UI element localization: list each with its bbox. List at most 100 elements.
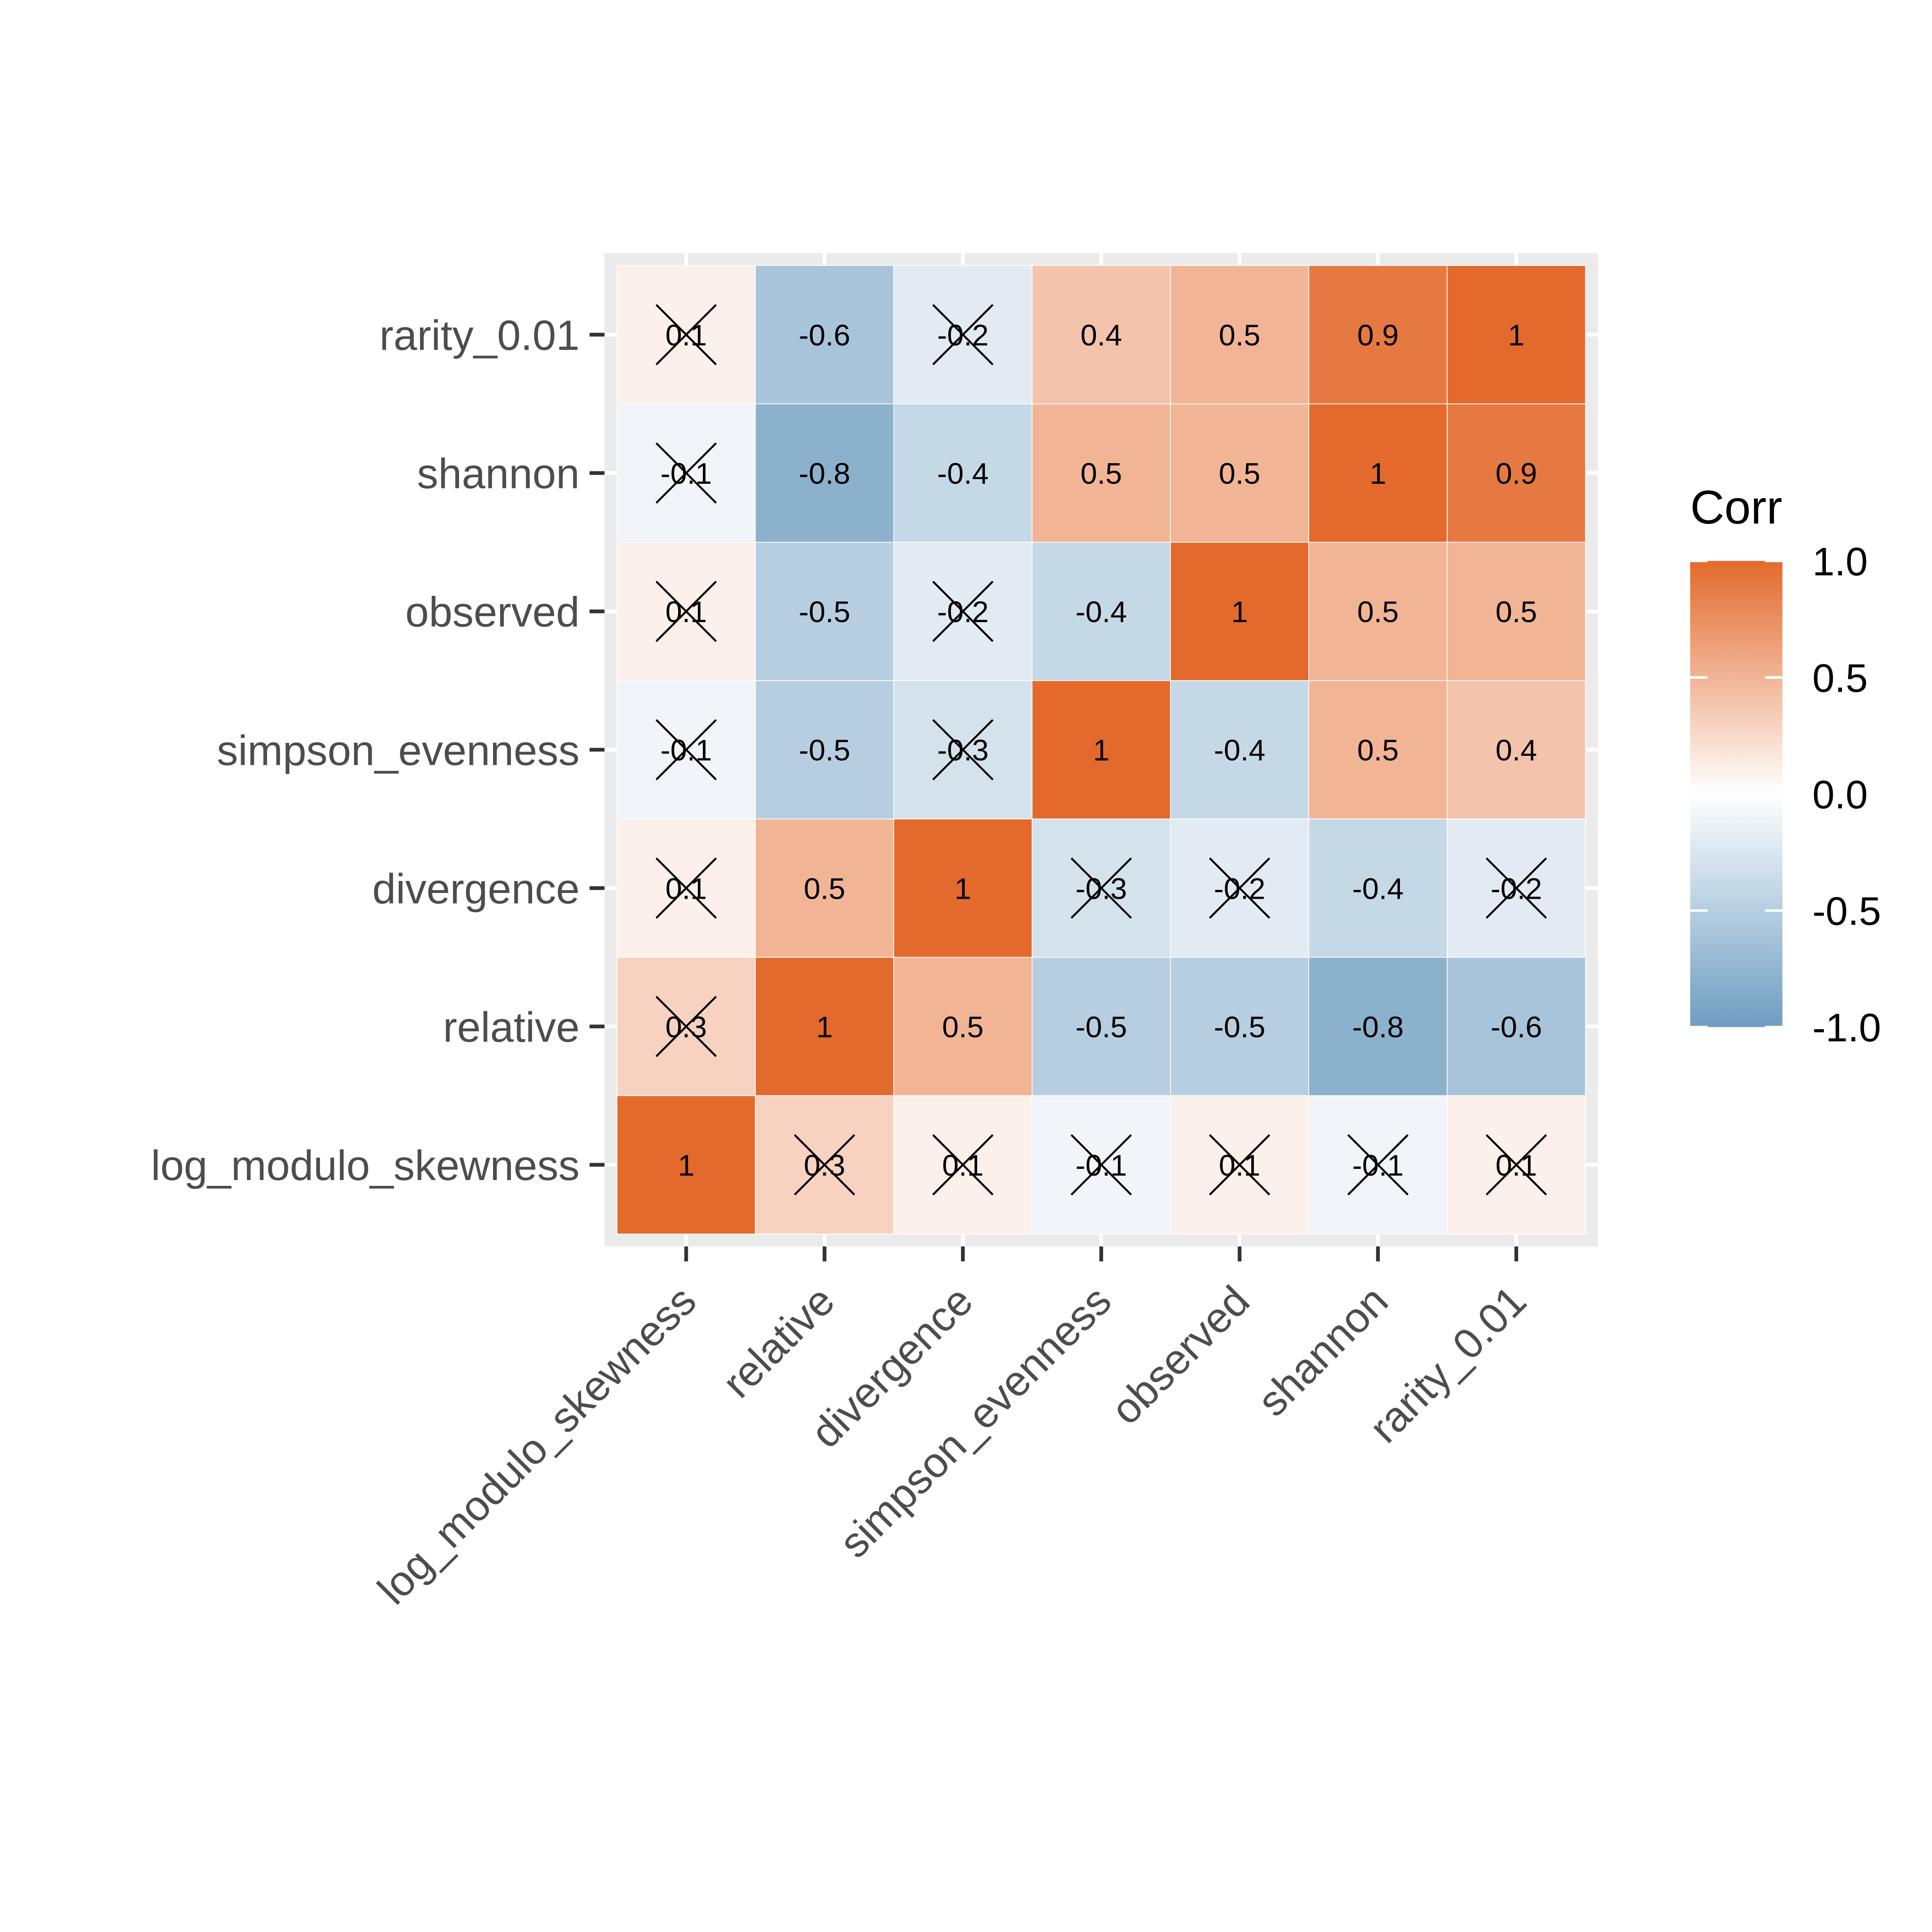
insignificant-cross-mark — [1347, 1134, 1409, 1196]
heatmap-cell: 1 — [616, 1095, 756, 1235]
cell-value-label: 0.5 — [804, 872, 845, 905]
heatmap-cell: 0.5 — [1447, 542, 1586, 681]
y-tick-label: shannon — [417, 451, 580, 498]
heatmap-cell: 0.1 — [616, 818, 756, 958]
heatmap-cell: 0.1 — [893, 1095, 1032, 1235]
cell-rect — [893, 403, 1032, 543]
heatmap-cell: -0.5 — [1170, 957, 1310, 1096]
heatmap-cell: -0.2 — [893, 265, 1032, 405]
heatmap-cell: 0.5 — [893, 957, 1032, 1096]
legend-title: Corr — [1690, 481, 1782, 534]
cell-value-label: -0.5 — [799, 595, 850, 629]
y-tick-label: rarity_0.01 — [379, 312, 580, 359]
cell-rect — [1447, 957, 1586, 1096]
insignificant-cross-mark — [655, 719, 717, 781]
legend-tick-label: 0.0 — [1812, 772, 1868, 817]
insignificant-cross-mark — [794, 1134, 855, 1196]
cell-rect — [1170, 680, 1310, 820]
insignificant-cross-mark — [1209, 1134, 1270, 1196]
cell-value-label: 1 — [816, 1010, 833, 1044]
cell-rect — [1447, 680, 1586, 820]
legend-tick-label: -0.5 — [1812, 889, 1881, 934]
heatmap-cell: -0.2 — [893, 542, 1032, 681]
insignificant-cross-mark — [655, 304, 717, 366]
heatmap-cell: -0.1 — [1308, 1095, 1448, 1235]
cell-value-label: 0.4 — [1495, 734, 1537, 767]
legend-tick-label: 0.5 — [1812, 656, 1868, 700]
cell-rect — [893, 818, 1032, 958]
heatmap-cell: -0.5 — [755, 680, 894, 820]
cell-value-label: -0.6 — [1490, 1010, 1542, 1044]
insignificant-cross-mark — [1485, 857, 1547, 919]
cell-value-label: -0.5 — [1075, 1010, 1127, 1044]
cell-value-label: 0.9 — [1495, 457, 1537, 490]
cell-rect — [755, 957, 894, 1096]
y-tick-label: divergence — [372, 866, 580, 913]
cell-value-label: -0.6 — [799, 319, 850, 352]
heatmap-cell: -0.1 — [616, 403, 756, 543]
cell-rect — [1032, 265, 1171, 405]
heatmap-cell: -0.6 — [755, 265, 894, 405]
heatmap-cell: 0.5 — [1170, 403, 1310, 543]
cell-rect — [1032, 542, 1171, 681]
y-tick-label: simpson_evenness — [217, 727, 580, 774]
cell-value-label: 1 — [1093, 734, 1109, 767]
cell-value-label: -0.8 — [799, 457, 850, 490]
cell-value-label: -0.4 — [1214, 734, 1265, 767]
heatmap-cells: 10.30.1-0.10.1-0.10.10.310.5-0.5-0.5-0.8… — [616, 265, 1586, 1235]
insignificant-cross-mark — [655, 857, 717, 919]
cell-rect — [616, 1095, 756, 1235]
heatmap-cell: 0.1 — [1170, 1095, 1310, 1235]
cell-rect — [755, 680, 894, 820]
cell-rect — [1308, 957, 1448, 1096]
cell-value-label: -0.4 — [937, 457, 988, 490]
cell-value-label: -0.4 — [1075, 595, 1127, 629]
cell-rect — [1170, 265, 1310, 405]
x-tick-label: log_modulo_skewness — [369, 1277, 705, 1614]
heatmap-cell: -0.4 — [1170, 680, 1310, 820]
heatmap-cell: 0.9 — [1308, 265, 1448, 405]
heatmap-cell: 0.5 — [755, 818, 894, 958]
legend-tick-label: 1.0 — [1812, 539, 1868, 584]
cell-value-label: -0.5 — [1214, 1010, 1265, 1044]
heatmap-cell: -0.2 — [1447, 818, 1586, 958]
legend-tick-label: -1.0 — [1812, 1005, 1881, 1050]
heatmap-cell: 1 — [1447, 265, 1586, 405]
heatmap-cell: -0.8 — [1308, 957, 1448, 1096]
cell-value-label: 0.5 — [1357, 595, 1399, 629]
insignificant-cross-mark — [1485, 1134, 1547, 1196]
cell-value-label: 0.5 — [942, 1010, 984, 1044]
cell-rect — [755, 542, 894, 681]
insignificant-cross-mark — [1070, 857, 1132, 919]
cell-value-label: 0.4 — [1080, 319, 1122, 352]
heatmap-cell: 1 — [1170, 542, 1310, 681]
heatmap-cell: 0.1 — [1447, 1095, 1586, 1235]
cell-rect — [1447, 265, 1586, 405]
heatmap-cell: 1 — [1308, 403, 1448, 543]
heatmap-cell: 0.4 — [1447, 680, 1586, 820]
heatmap-cell: -0.5 — [755, 542, 894, 681]
cell-rect — [1447, 542, 1586, 681]
insignificant-cross-mark — [655, 581, 717, 642]
cell-rect — [1032, 957, 1171, 1096]
cell-rect — [755, 265, 894, 405]
legend: Corr 1.0 0.5 0.0 -0.5 -1.0 — [1690, 481, 1881, 1050]
heatmap-cell: 0.3 — [616, 957, 756, 1096]
cell-value-label: -0.5 — [799, 734, 850, 767]
x-tick-label: simpson_evenness — [830, 1277, 1120, 1567]
heatmap-cell: 0.5 — [1308, 680, 1448, 820]
heatmap-cell: -0.1 — [1032, 1095, 1171, 1235]
insignificant-cross-mark — [932, 1134, 994, 1196]
y-tick-label: relative — [443, 1004, 580, 1051]
heatmap-cell: -0.1 — [616, 680, 756, 820]
insignificant-cross-mark — [1070, 1134, 1132, 1196]
cell-rect — [1032, 403, 1171, 543]
heatmap-cell: 0.5 — [1170, 265, 1310, 405]
heatmap-cell: -0.8 — [755, 403, 894, 543]
heatmap-cell: -0.4 — [893, 403, 1032, 543]
cell-rect — [1308, 403, 1448, 543]
y-tick-label: observed — [405, 589, 580, 636]
cell-value-label: 0.5 — [1219, 457, 1260, 490]
cell-value-label: 1 — [678, 1149, 694, 1182]
cell-rect — [1308, 542, 1448, 681]
